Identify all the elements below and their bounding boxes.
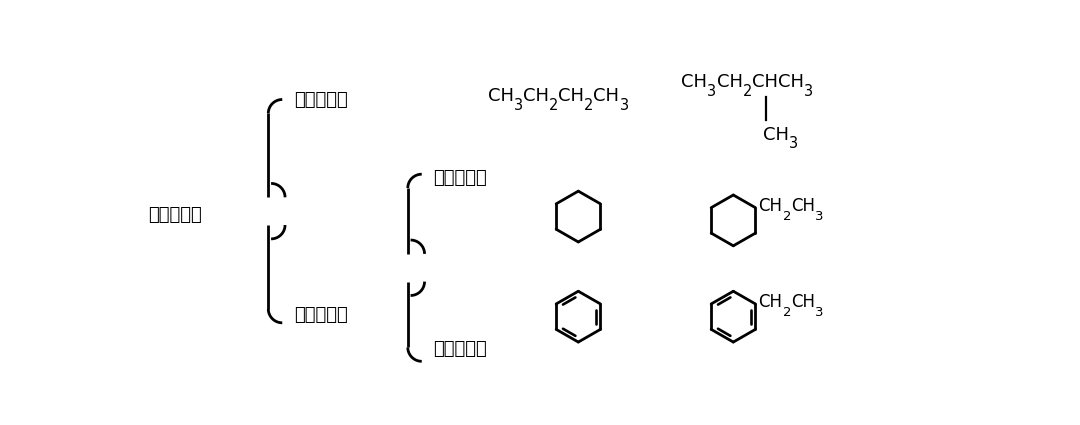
Text: 芳香化合物: 芳香化合物	[433, 340, 487, 358]
Text: CH: CH	[523, 87, 549, 105]
Text: 3: 3	[788, 136, 798, 151]
Text: CH: CH	[558, 87, 584, 105]
Text: CH: CH	[681, 73, 707, 91]
Text: 链状化合物: 链状化合物	[294, 91, 348, 108]
Text: 2: 2	[742, 84, 752, 99]
Text: CH: CH	[778, 73, 804, 91]
Text: CH: CH	[791, 197, 815, 215]
Text: CH: CH	[791, 293, 815, 311]
Text: 2: 2	[783, 210, 791, 223]
Text: 2: 2	[584, 98, 594, 113]
Text: 2: 2	[783, 306, 791, 319]
Text: 3: 3	[815, 306, 824, 319]
Text: 3: 3	[815, 210, 824, 223]
Text: 3: 3	[620, 98, 629, 113]
Text: 2: 2	[549, 98, 558, 113]
Text: 3: 3	[707, 84, 716, 99]
Text: 环状化合物: 环状化合物	[294, 306, 348, 324]
Text: 有机化合物: 有机化合物	[148, 206, 202, 224]
Text: 脂环化合物: 脂环化合物	[433, 169, 487, 187]
Text: 3: 3	[804, 84, 813, 99]
Text: 3: 3	[514, 98, 523, 113]
Text: CH: CH	[752, 73, 778, 91]
Text: CH: CH	[488, 87, 514, 105]
Text: CH: CH	[762, 125, 788, 144]
Text: CH: CH	[594, 87, 620, 105]
Text: CH: CH	[758, 293, 783, 311]
Text: CH: CH	[716, 73, 743, 91]
Text: CH: CH	[758, 197, 783, 215]
